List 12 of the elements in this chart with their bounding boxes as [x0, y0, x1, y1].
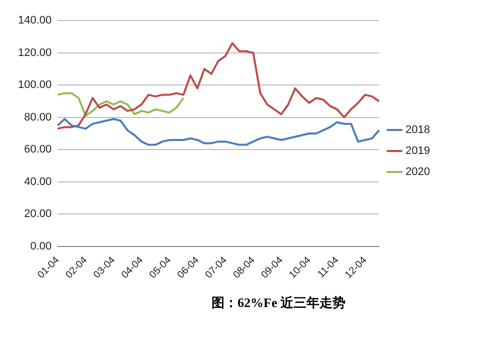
- y-tick-label: 120.00: [18, 46, 52, 59]
- y-tick-label: 140.00: [18, 14, 52, 27]
- legend-label: 2018: [406, 124, 430, 136]
- y-tick-label: 40.00: [24, 176, 52, 188]
- y-tick-label: 60.00: [24, 144, 52, 156]
- y-tick-label: 80.00: [24, 111, 52, 124]
- y-tick-label: 100.00: [18, 79, 52, 92]
- y-tick-label: 0.00: [30, 240, 52, 252]
- legend-label: 2019: [406, 145, 430, 158]
- text: 图：62%Fe 近三年走势: [210, 294, 346, 312]
- legend-label: 2020: [406, 166, 430, 178]
- y-tick-label: 20.00: [24, 208, 52, 220]
